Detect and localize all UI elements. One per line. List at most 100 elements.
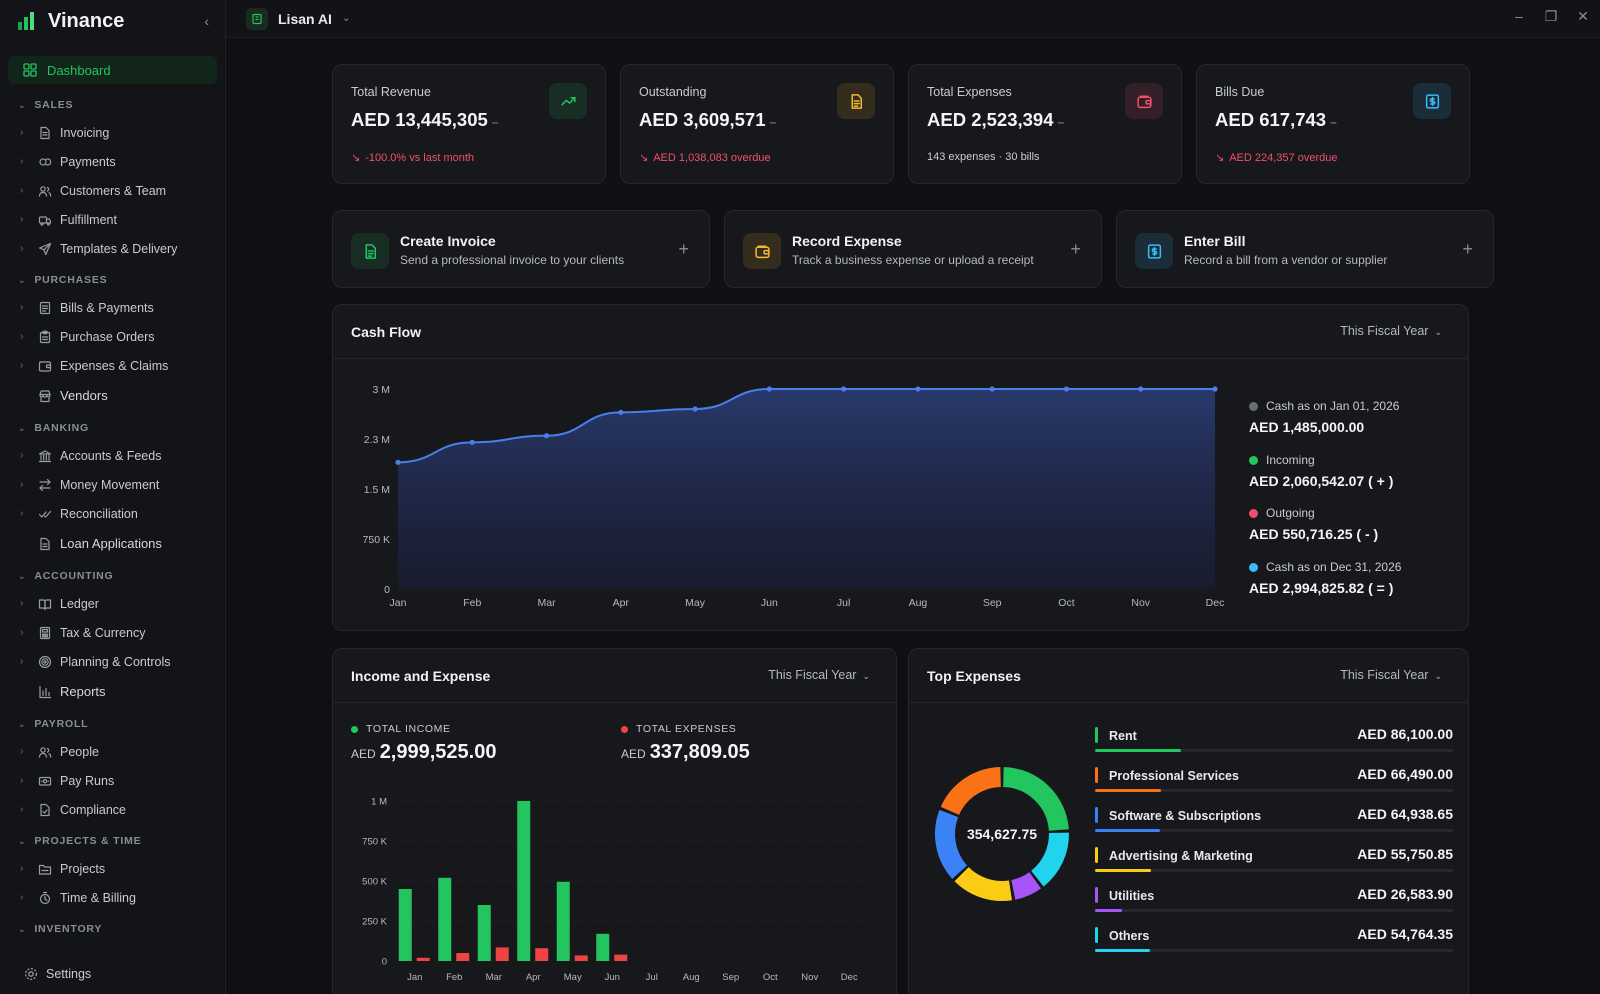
action-title: Enter Bill bbox=[1184, 233, 1246, 249]
compliance-icon bbox=[38, 803, 52, 817]
chevron-right-icon: › bbox=[20, 627, 24, 638]
sidebar-item-projects[interactable]: › Projects bbox=[0, 854, 225, 883]
chevron-right-icon: › bbox=[20, 746, 24, 757]
chevron-down-icon: ⌄ bbox=[862, 671, 870, 681]
sidebar-item-money-movement[interactable]: › Money Movement bbox=[0, 470, 225, 499]
y-tick-label: 2.3 M bbox=[364, 434, 390, 446]
expense-amount: AED 66,490.00 bbox=[1357, 766, 1453, 782]
panel-header: Cash Flow This Fiscal Year ⌄ bbox=[333, 305, 1468, 359]
data-point bbox=[692, 406, 698, 412]
period-select[interactable]: This Fiscal Year ⌄ bbox=[1340, 668, 1442, 682]
sidebar-item-reports[interactable]: Reports bbox=[0, 676, 225, 707]
sidebar-item-vendors[interactable]: Vendors bbox=[0, 380, 225, 411]
sidebar-item-tax-and-currency[interactable]: › Tax & Currency bbox=[0, 618, 225, 647]
sidebar-item-planning-and-controls[interactable]: › Planning & Controls bbox=[0, 647, 225, 676]
chevron-down-icon: ⌄ bbox=[341, 13, 351, 24]
section-header[interactable]: ⌄ ACCOUNTING bbox=[0, 563, 225, 589]
sidebar-item-accounts-and-feeds[interactable]: › Accounts & Feeds bbox=[0, 441, 225, 470]
section-header[interactable]: ⌄ BANKING bbox=[0, 415, 225, 441]
minimize-button[interactable]: – bbox=[1515, 8, 1523, 24]
expense-row-professional-services[interactable]: Professional Services AED 66,490.00 bbox=[1095, 763, 1453, 795]
sidebar-item-people[interactable]: › People bbox=[0, 737, 225, 766]
planning-and-controls-icon bbox=[38, 655, 52, 669]
sidebar-item-time-and-billing[interactable]: › Time & Billing bbox=[0, 883, 225, 912]
sidebar-item-compliance[interactable]: › Compliance bbox=[0, 795, 225, 824]
loan-applications-icon bbox=[38, 537, 52, 551]
sidebar-item-label: Planning & Controls bbox=[60, 654, 171, 669]
action-card-enter-bill[interactable]: Enter Bill Record a bill from a vendor or… bbox=[1116, 210, 1494, 288]
sidebar-item-label: Payments bbox=[60, 154, 116, 169]
x-tick-label: Apr bbox=[526, 972, 541, 983]
section-header[interactable]: ⌄ PURCHASES bbox=[0, 267, 225, 293]
sidebar-item-customers-and-team[interactable]: › Customers & Team bbox=[0, 176, 225, 205]
section-header[interactable]: ⌄ PAYROLL bbox=[0, 711, 225, 737]
sidebar-item-label: Ledger bbox=[60, 596, 99, 611]
sidebar-item-label: Pay Runs bbox=[60, 773, 115, 788]
expense-row-rent[interactable]: Rent AED 86,100.00 bbox=[1095, 723, 1453, 755]
sidebar-item-fulfillment[interactable]: › Fulfillment bbox=[0, 205, 225, 234]
expense-row-utilities[interactable]: Utilities AED 26,583.90 bbox=[1095, 883, 1453, 915]
period-select[interactable]: This Fiscal Year ⌄ bbox=[1340, 324, 1442, 338]
sidebar-item-expenses-and-claims[interactable]: › Expenses & Claims bbox=[0, 351, 225, 380]
chevron-right-icon: › bbox=[20, 598, 24, 609]
expense-amount: AED 26,583.90 bbox=[1357, 886, 1453, 902]
purchase-orders-icon bbox=[38, 330, 52, 344]
sidebar-item-invoicing[interactable]: › Invoicing bbox=[0, 118, 225, 147]
sidebar-item-reconciliation[interactable]: › Reconciliation bbox=[0, 499, 225, 528]
sidebar-item-label: Reconciliation bbox=[60, 506, 138, 521]
sidebar-item-payments[interactable]: › Payments bbox=[0, 147, 225, 176]
sidebar-item-bills-and-payments[interactable]: › Bills & Payments bbox=[0, 293, 225, 322]
org-switcher[interactable]: Lisan AI ⌄ bbox=[246, 7, 351, 30]
sidebar-item-purchase-orders[interactable]: › Purchase Orders bbox=[0, 322, 225, 351]
chevron-right-icon: › bbox=[20, 450, 24, 461]
expense-row-advertising-and-marketing[interactable]: Advertising & Marketing AED 55,750.85 bbox=[1095, 843, 1453, 875]
expense-row-others[interactable]: Others AED 54,764.35 bbox=[1095, 923, 1453, 955]
chevron-down-icon: ⌄ bbox=[18, 923, 27, 934]
expense-row-software-and-subscriptions[interactable]: Software & Subscriptions AED 64,938.65 bbox=[1095, 803, 1453, 835]
tax-and-currency-icon bbox=[38, 626, 52, 640]
plus-icon[interactable]: + bbox=[1070, 239, 1081, 259]
x-tick-label: Nov bbox=[801, 972, 818, 983]
action-card-create-invoice[interactable]: Create Invoice Send a professional invoic… bbox=[332, 210, 710, 288]
close-button[interactable]: ✕ bbox=[1577, 8, 1589, 24]
chevron-right-icon: › bbox=[20, 156, 24, 167]
stat-value: AED 3,609,571– bbox=[639, 109, 776, 131]
collapse-sidebar-button[interactable]: ‹ bbox=[204, 13, 209, 29]
expense-name: Professional Services bbox=[1109, 769, 1239, 783]
expense-amount: AED 64,938.65 bbox=[1357, 806, 1453, 822]
income-expense-chart: 0 250 K 500 K 750 K 1 M Jan Feb Mar Apr May Jun Jul… bbox=[362, 797, 869, 983]
period-select[interactable]: This Fiscal Year ⌄ bbox=[768, 668, 870, 682]
section-header[interactable]: ⌄ PROJECTS & TIME bbox=[0, 828, 225, 854]
sidebar-item-pay-runs[interactable]: › Pay Runs bbox=[0, 766, 225, 795]
section-header[interactable]: ⌄ SALES bbox=[0, 92, 225, 118]
sidebar-item-label: Reports bbox=[60, 684, 106, 699]
color-marker bbox=[1095, 887, 1098, 903]
section-header[interactable]: ⌄ INVENTORY bbox=[0, 916, 225, 942]
chevron-right-icon: › bbox=[20, 775, 24, 786]
x-tick-label: Jul bbox=[837, 597, 850, 609]
sidebar-item-loan-applications[interactable]: Loan Applications bbox=[0, 528, 225, 559]
gear-icon bbox=[24, 967, 38, 980]
stat-value: AED 13,445,305– bbox=[351, 109, 498, 131]
maximize-button[interactable]: ❐ bbox=[1544, 8, 1558, 24]
action-card-record-expense[interactable]: Record Expense Track a business expense o… bbox=[724, 210, 1102, 288]
stat-value: AED 617,743– bbox=[1215, 109, 1337, 131]
stat-card-total-revenue: Total Revenue AED 13,445,305– ↘ -100.0% vs … bbox=[332, 64, 606, 184]
people-icon bbox=[38, 745, 52, 759]
plus-icon[interactable]: + bbox=[678, 239, 689, 259]
chevron-right-icon: › bbox=[20, 804, 24, 815]
progress-fill bbox=[1095, 949, 1150, 952]
sidebar-item-templates-and-delivery[interactable]: › Templates & Delivery bbox=[0, 234, 225, 263]
stat-subtext: ↘ AED 1,038,083 overdue bbox=[639, 151, 771, 164]
legend-label: Cash as on Jan 01, 2026 bbox=[1249, 399, 1399, 413]
plus-icon[interactable]: + bbox=[1462, 239, 1473, 259]
panel-title: Cash Flow bbox=[351, 324, 422, 340]
sidebar-item-dashboard[interactable]: Dashboard bbox=[8, 56, 217, 84]
legend-label-text: Cash as on Jan 01, 2026 bbox=[1266, 399, 1400, 413]
x-tick-label: Feb bbox=[463, 597, 481, 609]
donut-slice-utilities bbox=[1010, 871, 1041, 900]
cash-flow-chart: 0 750 K 1.5 M 2.3 M 3 M Jan Feb Mar Apr May Jun Jul… bbox=[363, 384, 1225, 609]
sidebar-item-settings[interactable]: Settings bbox=[0, 959, 225, 988]
bills-and-payments-icon bbox=[38, 301, 52, 315]
sidebar-item-ledger[interactable]: › Ledger bbox=[0, 589, 225, 618]
